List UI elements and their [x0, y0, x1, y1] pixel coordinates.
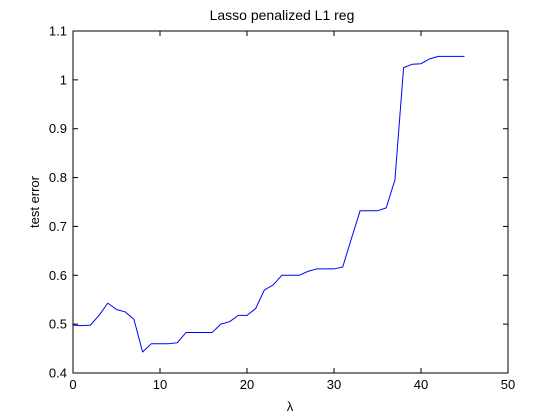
- x-tick-label: 0: [69, 377, 76, 392]
- y-tick-labels: 0.4 0.5 0.6 0.7 0.8 0.9 1 1.1: [49, 24, 67, 381]
- chart-title: Lasso penalized L1 reg: [210, 7, 355, 23]
- y-tick-label: 0.4: [49, 366, 67, 381]
- y-tick-label: 0.7: [49, 219, 67, 234]
- y-tick-label: 1: [60, 72, 67, 87]
- x-tick-label: 40: [414, 377, 428, 392]
- y-axis-label: test error: [27, 175, 42, 228]
- x-tick-label: 30: [327, 377, 341, 392]
- plot-area: [73, 31, 508, 373]
- series-line-1: [72, 55, 465, 353]
- y-tick-label: 0.5: [49, 317, 67, 332]
- axes-box: [72, 30, 509, 374]
- series-layer: [72, 55, 465, 353]
- y-tick-label: 0.6: [49, 268, 67, 283]
- x-axis-label: λ: [287, 399, 294, 414]
- x-tick-label: 50: [501, 377, 515, 392]
- x-tick-label: 10: [153, 377, 167, 392]
- x-tick-labels: 0 10 20 30 40 50: [69, 377, 515, 392]
- y-tick-label: 1.1: [49, 24, 67, 39]
- x-tick-label: 20: [240, 377, 254, 392]
- y-tick-label: 0.8: [49, 170, 67, 185]
- y-tick-label: 0.9: [49, 121, 67, 136]
